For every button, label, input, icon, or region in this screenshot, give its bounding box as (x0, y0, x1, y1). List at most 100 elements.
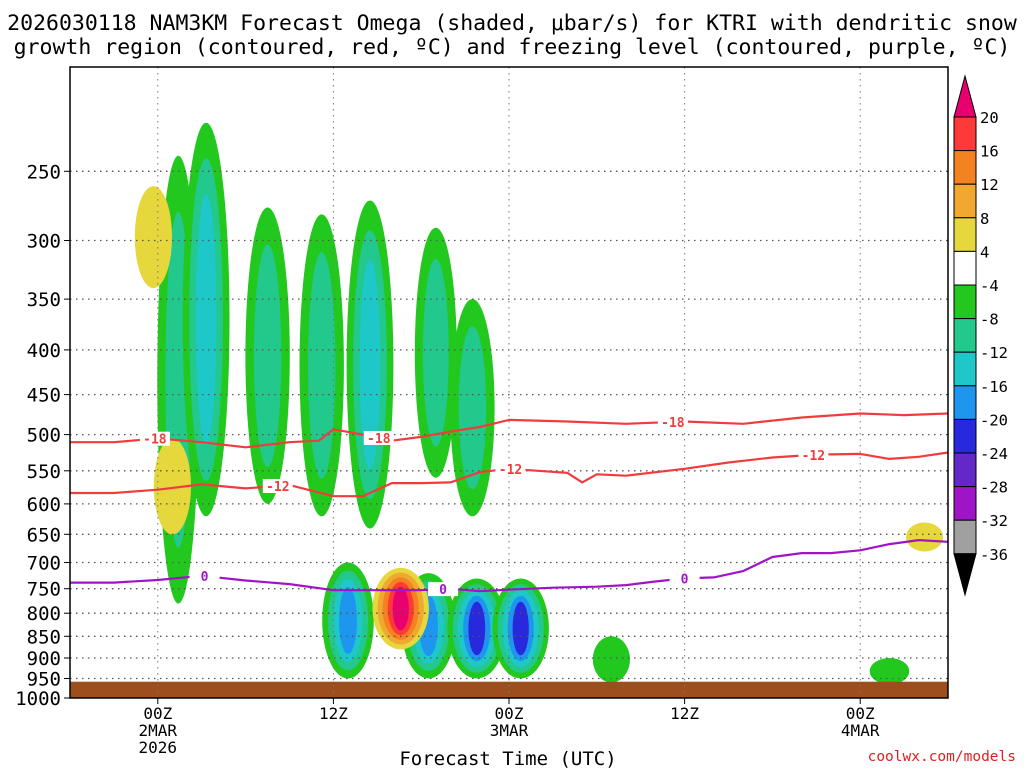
omega-feature-8 (322, 562, 374, 679)
y-tick-label-400: 400 (27, 340, 61, 362)
omega-feature-14 (372, 567, 429, 650)
omega-band-3-2 (253, 244, 282, 467)
y-axis: 2503003504004505005506006507007508008509… (15, 161, 70, 710)
omega-band-13-1 (869, 658, 910, 685)
colorbar-label-4: 8 (980, 210, 989, 228)
contour-label-bg-3-2 (428, 582, 459, 597)
y-tick-label-350: 350 (27, 289, 61, 311)
contour-label-1-1: -18 (143, 433, 167, 448)
colorbar-swatch-1 (953, 116, 977, 152)
omega-shading (70, 122, 948, 698)
contour-label-bg-2-2 (495, 461, 526, 476)
contour-label-bg-2-3 (798, 447, 829, 462)
omega-band-17-1 (906, 522, 944, 552)
contour-label-bg-3-1 (189, 569, 220, 584)
omega-band-16-1 (153, 438, 191, 535)
colorbar-label-12: -28 (980, 479, 1008, 497)
y-tick-label-900: 900 (27, 648, 61, 670)
contour-label-1-3: -18 (661, 416, 685, 431)
contour-label-bg-1-3 (657, 415, 688, 429)
colorbar-swatch-10 (953, 418, 977, 454)
omega-feature-2 (182, 122, 230, 517)
omega-feature-3 (245, 207, 290, 504)
omega-band-12-1 (592, 636, 631, 683)
watermark: coolwx.com/models (868, 749, 1016, 765)
colorbar-swatch-2 (953, 150, 977, 185)
colorbar-swatch-11 (953, 452, 977, 488)
temperature-contours: -18 -18 -18 -12 -12 -12 0 0 0 (70, 412, 949, 598)
terrain-surface (70, 681, 948, 698)
omega-feature-11 (492, 578, 549, 679)
y-tick-label-800: 800 (27, 603, 61, 625)
omega-feature-10 (447, 578, 507, 679)
omega-feature-16 (153, 438, 191, 535)
contour-label-2-3: -12 (802, 449, 825, 464)
y-tick-label-600: 600 (27, 494, 61, 516)
contour-line-1 (70, 412, 949, 449)
x-tick-label-54-2: 4MAR (841, 721, 880, 740)
x-tick-label-30-1: 00Z (495, 704, 524, 723)
omega-band-7-2 (458, 326, 487, 490)
colorbar-swatch-12 (953, 486, 977, 521)
omega-band-6-2 (422, 258, 449, 447)
colorbar-swatch-4 (953, 217, 977, 252)
omega-feature-15 (134, 186, 172, 289)
colorbar-swatch-9 (953, 385, 977, 420)
omega-feature-17 (906, 522, 944, 552)
grid-lines (70, 67, 948, 698)
x-axis-label: Forecast Time (UTC) (399, 748, 616, 768)
contour-label-2-2: -12 (499, 463, 522, 478)
chart-title-line1: 2026030118 NAM3KM Forecast Omega (shaded… (7, 11, 1017, 36)
y-tick-label-850: 850 (27, 626, 61, 648)
colorbar-label-7: -8 (980, 311, 999, 329)
y-tick-label-700: 700 (27, 553, 61, 575)
contour-label-1-2: -18 (367, 432, 391, 447)
colorbar-label-3: 12 (980, 176, 999, 194)
omega-band-10-5 (468, 601, 486, 656)
colorbar-arrow-bottom (953, 553, 977, 597)
colorbar-label-6: -4 (980, 277, 999, 295)
colorbar-label-9: -16 (980, 378, 1008, 396)
colorbar-label-14: -36 (980, 546, 1008, 564)
x-tick-label-42-1: 12Z (670, 704, 699, 723)
x-tick-label-6-1: 00Z (143, 704, 172, 723)
colorbar-label-13: -32 (980, 512, 1008, 530)
contour-label-3-3: 0 (681, 572, 689, 587)
colorbar-swatch-3 (953, 183, 977, 219)
colorbar-swatch-6 (953, 284, 977, 320)
colorbar-swatch-13 (953, 519, 977, 555)
y-tick-label-650: 650 (27, 524, 61, 546)
y-tick-label-550: 550 (27, 461, 61, 483)
omega-band-11-5 (512, 601, 529, 656)
chart-title-line2: growth region (contoured, red, ºC) and f… (14, 35, 1011, 60)
y-tick-label-300: 300 (27, 231, 61, 253)
x-tick-label-18-1: 12Z (319, 704, 348, 723)
colorbar-label-8: -12 (980, 344, 1008, 362)
y-tick-label-450: 450 (27, 385, 61, 407)
contour-label-bg-1-1 (139, 431, 170, 446)
y-tick-label-250: 250 (27, 161, 61, 183)
contour-label-bg-2-1 (262, 479, 293, 493)
omega-feature-6 (414, 227, 457, 478)
colorbar-label-5: 4 (980, 243, 989, 261)
colorbar-label-11: -24 (980, 445, 1008, 463)
omega-feature-7 (450, 299, 495, 517)
colorbar: 20 16 12 8 4 -4 -8 -12 -16 -20 -24 -28 -32 -36 (953, 74, 1008, 597)
omega-band-4-2 (308, 252, 336, 479)
contour-label-3-2: 0 (439, 583, 447, 598)
colorbar-label-10: -20 (980, 411, 1008, 429)
colorbar-label-2: 16 (980, 143, 999, 161)
omega-band-14-5 (392, 586, 409, 631)
omega-band-2-3 (195, 193, 217, 446)
omega-feature-4 (299, 214, 344, 517)
omega-feature-5 (346, 200, 394, 529)
colorbar-swatch-7 (953, 318, 977, 353)
omega-band-5-3 (359, 259, 381, 470)
contour-label-3-1: 0 (201, 570, 209, 585)
y-tick-label-1000: 1000 (15, 688, 61, 710)
colorbar-swatch-5 (953, 250, 977, 286)
omega-feature-13 (869, 658, 910, 685)
y-tick-label-500: 500 (27, 425, 61, 447)
